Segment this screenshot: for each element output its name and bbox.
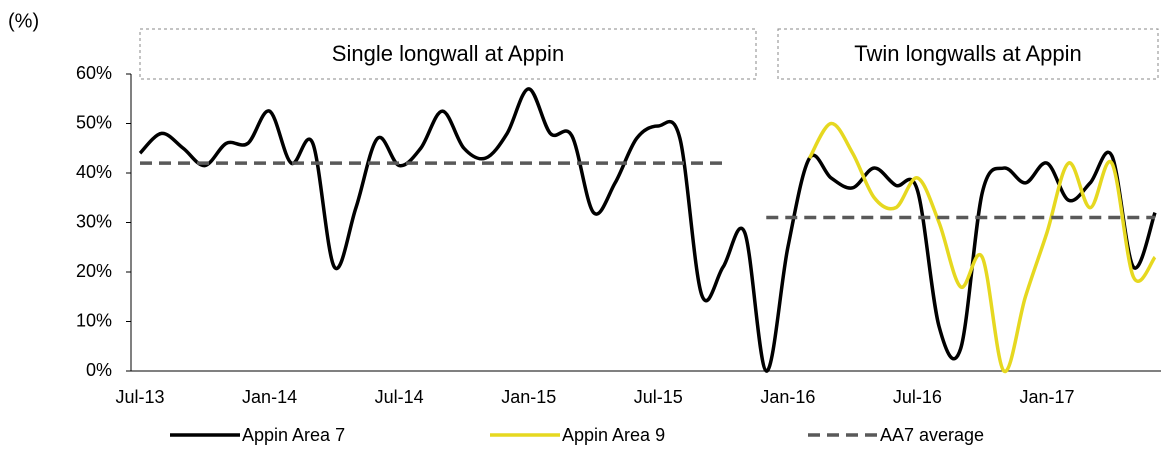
series-line [807,121,1157,373]
y-tick-label: 60% [76,63,112,83]
x-tick-label: Jul-14 [375,387,424,407]
annotation-box [777,28,1159,80]
x-tick-label: Jul-15 [634,387,683,407]
x-tick-label: Jan-15 [501,387,556,407]
unit-label: (%) [8,10,39,32]
y-tick-label: 20% [76,261,112,281]
annotation-box [139,28,757,80]
legend-label: Appin Area 7 [242,425,345,445]
x-tick-label: Jan-16 [760,387,815,407]
y-tick-label: 40% [76,162,112,182]
y-tick-label: 10% [76,310,112,330]
y-tick-label: 0% [86,360,112,380]
series-line [138,87,1157,373]
legend-label: Appin Area 9 [562,425,665,445]
annotation: Twin longwalls at Appin [854,41,1081,66]
annotation: Single longwall at Appin [332,41,564,66]
x-tick-label: Jul-13 [115,387,164,407]
y-tick-label: 50% [76,112,112,132]
legend-label: AA7 average [880,425,984,445]
x-tick-label: Jul-16 [893,387,942,407]
x-tick-label: Jan-14 [242,387,297,407]
y-tick-label: 30% [76,211,112,231]
x-tick-label: Jan-17 [1019,387,1074,407]
